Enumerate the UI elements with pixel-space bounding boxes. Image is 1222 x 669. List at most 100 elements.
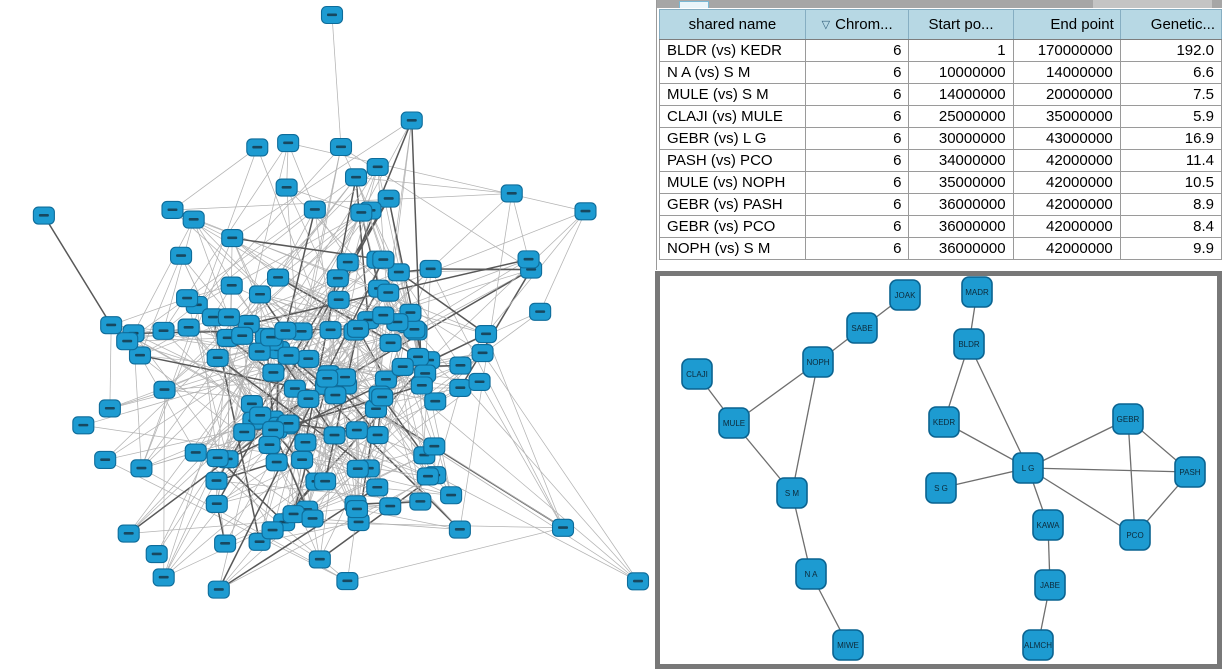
node-shape[interactable]	[928, 406, 960, 438]
overview-node[interactable]	[410, 376, 433, 395]
edge-NOPH-S M[interactable]	[791, 361, 819, 494]
node-MIWE[interactable]: MIWE	[832, 629, 864, 661]
overview-node[interactable]	[297, 349, 320, 368]
overview-node[interactable]	[379, 497, 402, 516]
overview-node[interactable]	[249, 406, 272, 425]
table-row[interactable]: PASH (vs) PCO 6 34000000 42000000 11.4	[659, 149, 1222, 172]
overview-node[interactable]	[324, 386, 347, 405]
node-GEBR[interactable]: GEBR	[1112, 403, 1144, 435]
node-MADR[interactable]: MADR	[961, 276, 993, 308]
node-JABE[interactable]: JABE	[1034, 569, 1066, 601]
overview-node[interactable]	[117, 524, 140, 543]
column-header-3[interactable]: End point	[1012, 9, 1121, 40]
node-shape[interactable]	[681, 358, 713, 390]
overview-node[interactable]	[626, 572, 650, 591]
node-shape[interactable]	[889, 279, 921, 311]
overview-node[interactable]	[100, 316, 123, 335]
overview-node[interactable]	[409, 492, 432, 511]
overview-node[interactable]	[327, 290, 350, 309]
subnetwork-canvas[interactable]: JOAK MADR SABE BLDR NOPH CLAJI KEDR MULE GEBR L G…	[660, 276, 1217, 664]
overview-node[interactable]	[72, 416, 95, 435]
node-MULE[interactable]: MULE	[718, 407, 750, 439]
overview-node[interactable]	[32, 206, 55, 225]
overview-node[interactable]	[184, 443, 207, 462]
filter-icon[interactable]: ▽	[821, 19, 831, 31]
overview-node[interactable]	[145, 545, 168, 564]
column-header-1[interactable]: ▽ Chrom...	[804, 9, 910, 40]
overview-node[interactable]	[377, 283, 400, 302]
node-JOAK[interactable]: JOAK	[889, 279, 921, 311]
node-NOPH[interactable]: NOPH	[802, 346, 834, 378]
overview-node[interactable]	[274, 321, 297, 340]
overview-node[interactable]	[366, 478, 389, 497]
overview-node[interactable]	[221, 229, 244, 248]
overview-node[interactable]	[471, 343, 494, 363]
node-shape[interactable]	[1034, 569, 1066, 601]
overview-node[interactable]	[346, 319, 370, 338]
overview-node[interactable]	[214, 534, 237, 553]
overview-node[interactable]	[372, 250, 395, 269]
node-shape[interactable]	[1012, 452, 1044, 484]
overview-node[interactable]	[448, 520, 471, 539]
overview-node[interactable]	[314, 472, 337, 491]
overview-node[interactable]	[449, 356, 472, 375]
overview-node[interactable]	[323, 426, 346, 445]
node-S M[interactable]: S M	[776, 477, 808, 509]
column-header-4[interactable]: Genetic...	[1119, 9, 1222, 40]
node-shape[interactable]	[961, 276, 993, 308]
overview-node[interactable]	[424, 392, 447, 411]
table-row[interactable]: NOPH (vs) S M 6 36000000 42000000 9.9	[659, 237, 1222, 260]
node-S G[interactable]: S G	[925, 472, 957, 504]
overview-node[interactable]	[176, 289, 199, 308]
node-PASH[interactable]: PASH	[1174, 456, 1206, 488]
column-header-0[interactable]: shared name	[659, 9, 806, 40]
node-KAWA[interactable]: KAWA	[1032, 509, 1064, 541]
overview-node[interactable]	[262, 363, 285, 382]
node-shape[interactable]	[776, 477, 808, 509]
overview-node[interactable]	[277, 133, 300, 153]
overview-node[interactable]	[529, 302, 552, 321]
overview-node[interactable]	[116, 332, 139, 351]
overview-node[interactable]	[336, 572, 359, 591]
node-shape[interactable]	[925, 472, 957, 504]
node-shape[interactable]	[1119, 519, 1151, 551]
overview-node[interactable]	[152, 568, 175, 587]
overview-node[interactable]	[170, 246, 193, 265]
overview-node[interactable]	[277, 346, 300, 365]
overview-node[interactable]	[246, 138, 269, 157]
overview-node[interactable]	[303, 200, 326, 219]
overview-node[interactable]	[267, 268, 290, 287]
overview-node[interactable]	[517, 250, 540, 269]
table-row[interactable]: CLAJI (vs) MULE 6 25000000 35000000 5.9	[659, 105, 1222, 128]
edge-BLDR-L G[interactable]	[968, 343, 1029, 469]
overview-node[interactable]	[205, 471, 228, 490]
overview-node[interactable]	[372, 306, 395, 325]
overview-node[interactable]	[130, 459, 153, 478]
node-shape[interactable]	[953, 328, 985, 360]
overview-node[interactable]	[248, 285, 272, 304]
overview-network-canvas[interactable]	[0, 0, 655, 669]
node-shape[interactable]	[802, 346, 834, 378]
overview-node[interactable]	[336, 253, 359, 272]
overview-node[interactable]	[449, 378, 472, 397]
overview-node[interactable]	[574, 202, 597, 221]
overview-node[interactable]	[377, 189, 400, 208]
overview-node[interactable]	[182, 210, 205, 229]
overview-node[interactable]	[206, 449, 229, 468]
node-SABE[interactable]: SABE	[846, 312, 878, 344]
overview-node[interactable]	[265, 453, 288, 472]
overview-node[interactable]	[350, 203, 373, 222]
overview-node[interactable]	[371, 388, 394, 407]
overview-node[interactable]	[258, 435, 281, 454]
overview-node[interactable]	[379, 333, 402, 353]
overview-node[interactable]	[262, 421, 285, 440]
overview-node[interactable]	[94, 450, 117, 469]
overview-node[interactable]	[319, 321, 342, 340]
overview-node[interactable]	[205, 494, 228, 513]
node-shape[interactable]	[832, 629, 864, 661]
overview-node[interactable]	[346, 459, 369, 478]
node-KEDR[interactable]: KEDR	[928, 406, 960, 438]
overview-node[interactable]	[344, 168, 368, 187]
overview-node[interactable]	[275, 178, 298, 197]
overview-node[interactable]	[231, 326, 254, 345]
